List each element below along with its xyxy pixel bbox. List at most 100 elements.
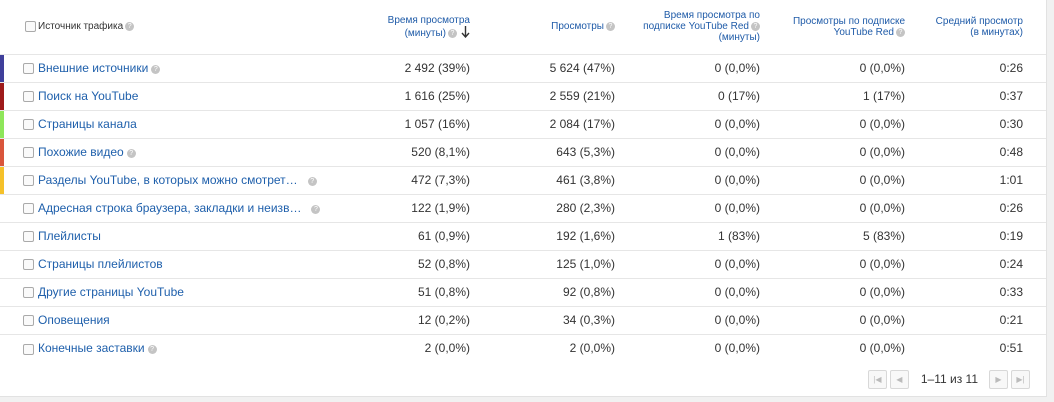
red-watch-time-cell: 0 (0,0%) [637,277,782,306]
source-link[interactable]: Адресная строка браузера, закладки и неи… [38,201,302,215]
source-link[interactable]: Похожие видео [38,145,124,159]
header-source[interactable]: Источник трафика? [38,0,320,54]
row-checkbox[interactable] [23,343,34,355]
help-icon[interactable]: ? [125,22,135,32]
header-red-views[interactable]: Просмотры по подписке YouTube Red? [782,0,927,54]
source-link[interactable]: Поиск на YouTube [38,89,139,103]
source-cell: Оповещения [38,305,320,334]
red-watch-time-percent: (0,0%) [724,285,760,299]
source-cell: Плейлисты [38,221,320,250]
watch-time-cell: 12 (0,2%) [320,305,492,334]
watch-time-percent: (0,8%) [434,285,470,299]
source-link[interactable]: Плейлисты [38,229,101,243]
row-checkbox[interactable] [23,175,34,187]
help-icon[interactable]: ? [896,27,905,37]
last-page-button[interactable]: ▶| [1011,369,1030,389]
table-row: Разделы YouTube, в которых можно смотрет… [0,165,1046,194]
red-views-percent: (0,0%) [869,173,905,187]
help-icon[interactable]: ? [606,22,615,32]
red-views-value: 0 [859,313,867,327]
views-value: 280 [556,201,577,215]
select-all-checkbox[interactable] [25,21,36,33]
views-value: 643 [556,145,577,159]
views-cell: 92 (0,8%) [492,277,637,306]
prev-page-icon: ◀ [896,374,903,384]
row-select-cell [0,249,38,278]
source-link[interactable]: Оповещения [38,313,110,327]
series-color-stripe [0,82,4,110]
watch-time-cell: 61 (0,9%) [320,221,492,250]
header-red-watch-time[interactable]: Время просмотра по подписке YouTube Red?… [637,0,782,54]
help-icon[interactable]: ? [151,65,161,74]
source-cell: Страницы плейлистов [38,249,320,278]
views-value: 125 [556,257,577,271]
watch-time-value: 1 616 [404,89,435,103]
red-watch-time-cell: 0 (0,0%) [637,53,782,82]
avg-view-cell: 0:26 [927,53,1046,82]
row-checkbox[interactable] [23,147,34,159]
row-select-cell [0,53,38,82]
red-watch-time-percent: (0,0%) [724,341,760,356]
views-value: 2 084 [549,117,580,131]
red-views-value: 0 [859,61,867,75]
red-views-value: 0 [859,341,867,356]
watch-time-percent: (0,0%) [434,341,470,356]
source-link[interactable]: Внешние источники [38,61,149,75]
help-icon[interactable]: ? [448,28,457,38]
header-views[interactable]: Просмотры? [492,0,637,54]
avg-view-cell: 0:24 [927,249,1046,278]
avg-view-cell: 0:51 [927,333,1046,362]
row-checkbox[interactable] [23,91,34,103]
views-cell: 2 084 (17%) [492,109,637,138]
watch-time-cell: 2 492 (39%) [320,53,492,82]
source-link[interactable]: Страницы плейлистов [38,257,163,271]
red-watch-time-cell: 1 (83%) [637,221,782,250]
views-value: 34 [562,313,577,327]
row-checkbox[interactable] [23,315,34,327]
source-link[interactable]: Страницы канала [38,117,137,131]
red-watch-time-value: 0 [714,285,722,299]
red-views-cell: 0 (0,0%) [782,53,927,82]
help-icon[interactable]: ? [126,149,136,158]
prev-page-button[interactable]: ◀ [889,369,909,389]
avg-view-cell: 0:21 [927,305,1046,334]
row-checkbox[interactable] [23,119,34,131]
source-cell: Разделы YouTube, в которых можно смотрет… [38,165,320,194]
avg-view-cell: 0:26 [927,193,1046,222]
row-checkbox[interactable] [23,63,34,75]
row-checkbox[interactable] [23,287,34,299]
views-percent: (2,3%) [579,201,615,215]
help-icon[interactable]: ? [751,22,760,32]
source-link[interactable]: Разделы YouTube, в которых можно смотрет… [38,173,298,187]
avg-view-value: 0:30 [999,117,1023,131]
watch-time-value: 52 [417,257,432,271]
help-icon[interactable]: ? [311,205,320,214]
red-views-cell: 0 (0,0%) [782,249,927,278]
sort-down-arrow-icon [461,25,470,38]
red-views-value: 0 [859,117,867,131]
row-checkbox[interactable] [23,231,34,243]
avg-view-value: 0:51 [999,341,1023,356]
avg-view-value: 0:21 [999,313,1023,327]
source-cell: Страницы канала [38,109,320,138]
first-page-button[interactable]: |◀ [867,369,887,389]
red-watch-time-cell: 0 (0,0%) [637,333,782,362]
row-checkbox[interactable] [23,259,34,271]
help-icon[interactable]: ? [147,345,157,355]
help-icon[interactable]: ? [307,177,317,186]
pagination: |◀ ◀ 1–11 из 11 ▶ ▶| [867,368,1030,390]
header-avg-view[interactable]: Средний просмотр (в минутах) [927,0,1046,54]
red-watch-time-percent: (0,0%) [724,145,760,159]
watch-time-value: 2 [424,341,432,356]
red-watch-time-value: 0 [714,257,722,271]
red-watch-time-value: 0 [714,117,722,131]
row-checkbox[interactable] [23,203,34,215]
views-value: 2 559 [549,89,580,103]
source-link[interactable]: Конечные заставки [38,341,145,356]
next-page-button[interactable]: ▶ [989,369,1008,389]
header-watch-time[interactable]: Время просмотра (минуты)? [320,0,492,54]
views-value: 2 [569,341,577,356]
source-link[interactable]: Другие страницы YouTube [38,285,184,299]
red-views-percent: (0,0%) [869,201,905,215]
views-cell: 643 (5,3%) [492,137,637,166]
